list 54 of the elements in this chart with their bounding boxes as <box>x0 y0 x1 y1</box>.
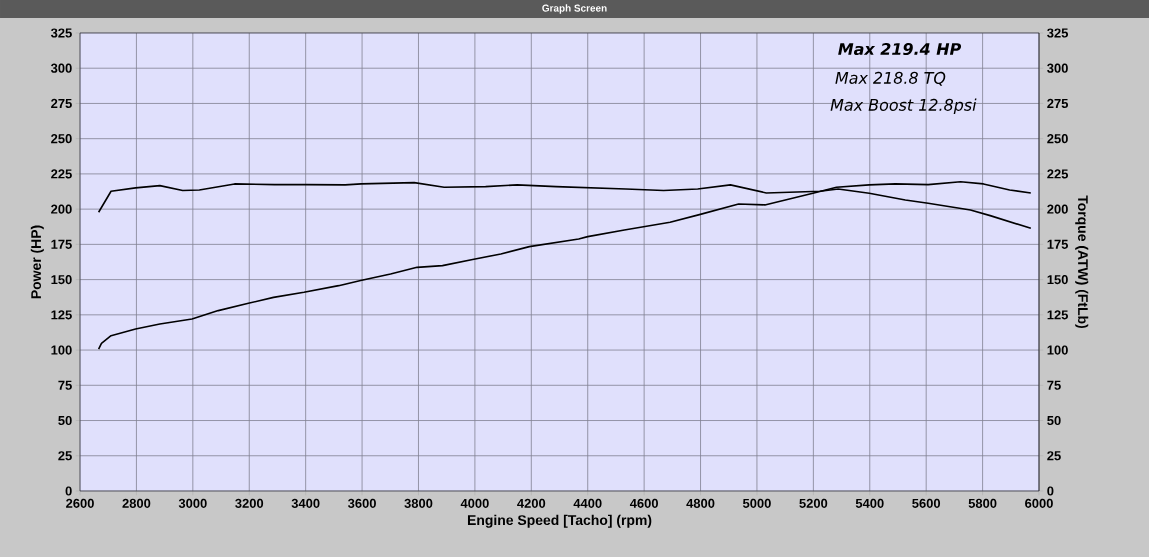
y-tick-label: 125 <box>51 310 72 320</box>
y2-tick-label: 150 <box>1047 275 1068 285</box>
y2-tick-label: 25 <box>1047 451 1061 461</box>
y-axis-title: Power (HP) <box>30 225 44 299</box>
y2-tick-label: 275 <box>1047 98 1069 109</box>
x-tick-label: 3600 <box>347 498 376 508</box>
x-tick-label: 6000 <box>1025 498 1053 508</box>
x-tick-label: 5200 <box>799 498 828 508</box>
y2-tick-label: 225 <box>1047 169 1069 179</box>
y2-tick-label: 50 <box>1047 415 1061 426</box>
x-tick-label: 2600 <box>66 498 94 508</box>
y2-tick-label: 125 <box>1047 310 1069 320</box>
chart-title: Graph Screen <box>542 4 607 14</box>
line-series <box>97 181 1032 350</box>
annotation: Max 218.8 TQ <box>835 71 946 86</box>
y-tick-label: 50 <box>58 415 72 426</box>
x-tick-label: 5400 <box>855 498 884 508</box>
x-tick-label: 3800 <box>404 498 433 508</box>
x-tick-label: 5600 <box>912 498 941 508</box>
x-tick-label: 4600 <box>629 498 658 508</box>
y2-axis-title: Torque (ATW) (FtLb) <box>1075 195 1089 329</box>
y2-tick-label: 0 <box>1047 486 1054 496</box>
annotation: Max 219.4 HP <box>838 42 962 56</box>
y-tick-label: 250 <box>51 134 72 144</box>
y-tick-label: 300 <box>50 63 72 73</box>
x-tick-label: 5800 <box>968 498 997 508</box>
x-tick-label: 3200 <box>235 498 264 508</box>
x-tick-label: 3400 <box>291 498 320 508</box>
y2-tick-label: 300 <box>1047 63 1068 73</box>
y-tick-label: 100 <box>51 345 72 355</box>
y-tick-label: 150 <box>51 275 72 285</box>
y-tick-label: 175 <box>51 239 72 249</box>
x-tick-label: 4200 <box>517 498 546 508</box>
x-tick-label: 4400 <box>573 498 602 508</box>
x-tick-label: 5000 <box>742 498 771 508</box>
x-tick-label: 2800 <box>122 498 151 508</box>
y2-tick-label: 200 <box>1047 204 1068 214</box>
y-tick-label: 75 <box>58 380 72 390</box>
y2-tick-label: 100 <box>1047 345 1068 355</box>
y2-tick-label: 250 <box>1047 134 1068 144</box>
x-tick-label: 4000 <box>460 498 489 508</box>
y2-tick-label: 175 <box>1047 239 1069 249</box>
x-tick-label: 3000 <box>178 498 207 508</box>
y2-tick-label: 325 <box>1047 28 1069 38</box>
y-tick-label: 200 <box>51 204 72 214</box>
y-tick-label: 0 <box>65 486 72 496</box>
y-tick-label: 325 <box>50 28 72 38</box>
y-tick-label: 25 <box>58 451 72 461</box>
x-tick-label: 4800 <box>686 498 715 508</box>
annotation: Max Boost 12.8psi <box>830 98 977 114</box>
y2-tick-label: 75 <box>1047 380 1061 390</box>
y-tick-label: 275 <box>51 98 72 109</box>
x-axis-title: Engine Speed [Tacho] (rpm) <box>467 514 652 528</box>
y-tick-label: 225 <box>51 169 72 179</box>
